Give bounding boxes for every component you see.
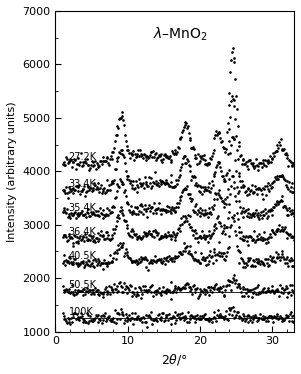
Text: 27.2K: 27.2K bbox=[69, 152, 97, 162]
Text: 40.5K: 40.5K bbox=[69, 251, 96, 261]
Text: 100K: 100K bbox=[69, 307, 93, 317]
Text: $\lambda$–MnO$_2$: $\lambda$–MnO$_2$ bbox=[153, 25, 208, 43]
Text: 36.4K: 36.4K bbox=[69, 227, 96, 237]
Text: 33.4K: 33.4K bbox=[69, 179, 96, 189]
X-axis label: $2\theta/\degree$: $2\theta/\degree$ bbox=[161, 352, 188, 367]
Text: 35.4K: 35.4K bbox=[69, 203, 96, 213]
Text: 50.5K: 50.5K bbox=[69, 280, 97, 291]
Y-axis label: Intensity (arbitrary units): Intensity (arbitrary units) bbox=[7, 101, 17, 242]
